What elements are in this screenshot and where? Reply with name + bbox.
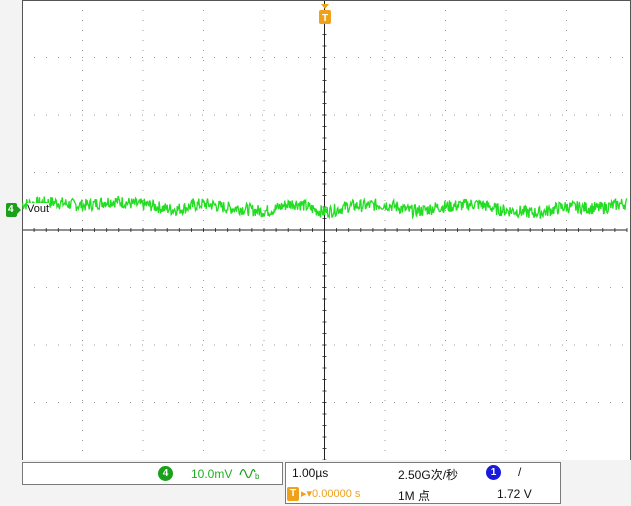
trigger-icon: T <box>287 487 299 501</box>
bandwidth-limit-icon: b <box>239 466 261 483</box>
trigger-position-marker[interactable]: T <box>319 4 331 24</box>
sample-rate: 2.50G次/秒 <box>398 468 459 482</box>
trace-vout <box>22 195 628 220</box>
time-per-division: 1.00µs <box>292 466 329 480</box>
channel-4-badge: 4 <box>158 466 173 481</box>
record-length: 1M 点 <box>398 489 431 503</box>
svg-text:b: b <box>255 472 260 480</box>
trigger-source-badge: 1 <box>486 465 501 480</box>
grid-lines <box>22 0 631 460</box>
trigger-position: ▸▾0.00000 s <box>301 488 361 500</box>
trace-line-vout <box>22 195 628 220</box>
trigger-slope: / <box>518 465 522 479</box>
channel-4-scale: 10.0mV <box>191 467 233 481</box>
trigger-level: 1.72 V <box>497 487 532 501</box>
channel-4-status[interactable]: 4 10.0mV b <box>22 462 283 485</box>
waveform-display[interactable]: T <box>22 0 631 460</box>
graticule: T <box>22 0 631 460</box>
timebase-status[interactable]: 1.00µs 2.50G次/秒 1 / T ▸▾0.00000 s 1M 点 1… <box>285 462 561 504</box>
channel-trace-label: Vout <box>27 203 50 215</box>
channel-marker-number: 4 <box>8 204 14 215</box>
trigger-marker-label: T <box>322 13 328 24</box>
